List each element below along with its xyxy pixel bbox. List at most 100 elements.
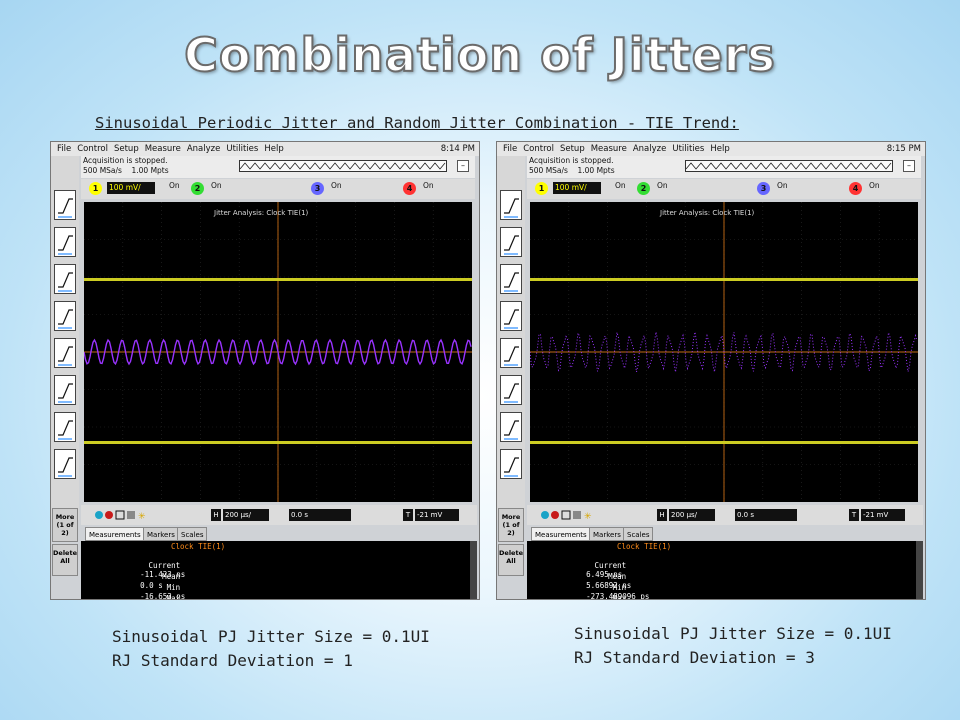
- tab-measurements[interactable]: Measurements: [85, 527, 145, 541]
- trigger-mode-tool[interactable]: [500, 338, 522, 368]
- measurement-value: -16.653 ns: [140, 592, 186, 600]
- channel-1-scale[interactable]: 100 mV/: [553, 182, 601, 194]
- channel-4-on-label: On: [869, 181, 880, 190]
- timebase-field[interactable]: 200 µs/: [669, 509, 715, 521]
- waveform-overview: [685, 160, 893, 172]
- waveform-plot: Jitter Analysis: Clock TIE(1): [529, 202, 918, 502]
- more-page-label: (1 of 2): [56, 521, 74, 537]
- channel-1-scale[interactable]: 100 mV/: [107, 182, 155, 194]
- measurement-row: Current 6.495 ns: [535, 552, 626, 588]
- timebase-field[interactable]: 200 µs/: [223, 509, 269, 521]
- trigger-mode-tool[interactable]: [500, 301, 522, 331]
- channel-3-button[interactable]: 3: [311, 182, 324, 195]
- channel-3-on-label: On: [777, 181, 788, 190]
- menu-item[interactable]: Setup: [559, 144, 585, 154]
- channel-3-on-label: On: [331, 181, 342, 190]
- delete-all-button[interactable]: Delete All: [498, 544, 524, 576]
- tab-measurements[interactable]: Measurements: [531, 527, 591, 541]
- more-button[interactable]: More (1 of 2): [52, 508, 78, 542]
- trigger-mode-tool[interactable]: [500, 227, 522, 257]
- cursor-tools-icon[interactable]: ✳: [535, 509, 595, 522]
- menu-item[interactable]: Control: [77, 144, 108, 154]
- trigger-mode-tool[interactable]: [500, 449, 522, 479]
- measurement-label: Min: [166, 583, 181, 592]
- menu-item[interactable]: Setup: [113, 144, 139, 154]
- trigger-level-field[interactable]: -21 mV: [861, 509, 905, 521]
- measurement-row: Max 15.087 ns: [89, 585, 181, 599]
- trigger-mode-tool[interactable]: [54, 264, 76, 294]
- tab-markers[interactable]: Markers: [589, 527, 625, 541]
- channel-4-button[interactable]: 4: [849, 182, 862, 195]
- trigger-level-field[interactable]: -21 mV: [415, 509, 459, 521]
- channel-1-button[interactable]: 1: [89, 182, 102, 195]
- trigger-mode-tool[interactable]: [54, 412, 76, 442]
- more-page-label: (1 of 2): [502, 521, 520, 537]
- tab-scales[interactable]: Scales: [177, 527, 208, 541]
- measurement-label: Max: [612, 594, 627, 600]
- trigger-mode-tool[interactable]: [54, 375, 76, 405]
- minimize-icon[interactable]: –: [457, 160, 469, 172]
- menu-item[interactable]: Measure: [590, 144, 627, 154]
- channel-1-on-label: On: [615, 181, 626, 190]
- menu-item[interactable]: File: [57, 144, 72, 154]
- measurement-tabs: Measurements Markers Scales: [81, 527, 477, 541]
- trigger-mode-tool[interactable]: [54, 190, 76, 220]
- menu-bar: File Control Setup Measure Analyze Utilities H…: [497, 142, 925, 156]
- trigger-mode-tool[interactable]: [54, 449, 76, 479]
- trigger-mode-tool[interactable]: [500, 412, 522, 442]
- more-button[interactable]: More (1 of 2): [498, 508, 524, 542]
- channel-1-button[interactable]: 1: [535, 182, 548, 195]
- trigger-t-label: T: [849, 509, 859, 521]
- menu-item[interactable]: Utilities: [226, 144, 259, 154]
- trigger-t-label: T: [403, 509, 413, 521]
- acquisition-status: Acquisition is stopped. 500 MSa/s 1.00 M…: [527, 156, 921, 178]
- waveform-display[interactable]: Jitter Analysis: Clock TIE(1): [83, 202, 472, 502]
- menu-item[interactable]: Help: [710, 144, 730, 154]
- trigger-mode-tool[interactable]: [500, 190, 522, 220]
- status-line-1: Acquisition is stopped.: [529, 156, 614, 165]
- channel-3-button[interactable]: 3: [757, 182, 770, 195]
- delete-label: Delete: [53, 549, 77, 557]
- trigger-mode-tool[interactable]: [54, 338, 76, 368]
- tab-scales[interactable]: Scales: [623, 527, 654, 541]
- measurement-label: Mean: [608, 572, 627, 581]
- channel-2-button[interactable]: 2: [191, 182, 204, 195]
- channel-4-button[interactable]: 4: [403, 182, 416, 195]
- svg-text:✳: ✳: [138, 512, 146, 521]
- measurement-row: Min -16.653 ns: [89, 574, 186, 600]
- delete-all-button[interactable]: Delete All: [52, 544, 78, 576]
- menu-item[interactable]: Analyze: [186, 144, 221, 154]
- trigger-mode-tool[interactable]: [54, 301, 76, 331]
- delete-all-label: All: [506, 557, 516, 565]
- measurement-scrollbar[interactable]: [470, 541, 477, 599]
- menu-item[interactable]: Control: [523, 144, 554, 154]
- trigger-mode-tool[interactable]: [500, 375, 522, 405]
- tab-markers[interactable]: Markers: [143, 527, 179, 541]
- menu-item[interactable]: Analyze: [632, 144, 667, 154]
- trigger-mode-tool[interactable]: [500, 264, 522, 294]
- cursor-tools-icon[interactable]: ✳: [89, 509, 149, 522]
- channel-row: 1 100 mV/ On 2 On 3 On 4 On: [527, 179, 921, 199]
- channel-2-button[interactable]: 2: [637, 182, 650, 195]
- more-label: More: [55, 513, 75, 521]
- measurement-row: Current -11.423 ns: [89, 552, 185, 588]
- minimize-icon[interactable]: –: [903, 160, 915, 172]
- measurement-scrollbar[interactable]: [916, 541, 923, 599]
- caption-right: Sinusoidal PJ Jitter Size = 0.1UI RJ Sta…: [574, 622, 892, 670]
- waveform-display[interactable]: Jitter Analysis: Clock TIE(1): [529, 202, 918, 502]
- trigger-mode-tool[interactable]: [54, 227, 76, 257]
- clock-time: 8:14 PM: [440, 144, 475, 154]
- offset-field[interactable]: 0.0 s: [289, 509, 351, 521]
- svg-text:✳: ✳: [584, 512, 592, 521]
- menu-item[interactable]: Utilities: [672, 144, 705, 154]
- measurement-value: -273.489096 ps: [586, 592, 650, 600]
- jitter-analysis-label: Jitter Analysis: Clock TIE(1): [659, 209, 755, 217]
- status-line-2: 500 MSa/s 1.00 Mpts: [529, 166, 615, 175]
- menu-item[interactable]: Help: [264, 144, 284, 154]
- measurement-label: Current: [148, 561, 181, 570]
- delete-label: Delete: [499, 549, 523, 557]
- menu-item[interactable]: File: [503, 144, 518, 154]
- offset-field[interactable]: 0.0 s: [735, 509, 797, 521]
- jitter-analysis-label: Jitter Analysis: Clock TIE(1): [213, 209, 309, 217]
- menu-item[interactable]: Measure: [144, 144, 181, 154]
